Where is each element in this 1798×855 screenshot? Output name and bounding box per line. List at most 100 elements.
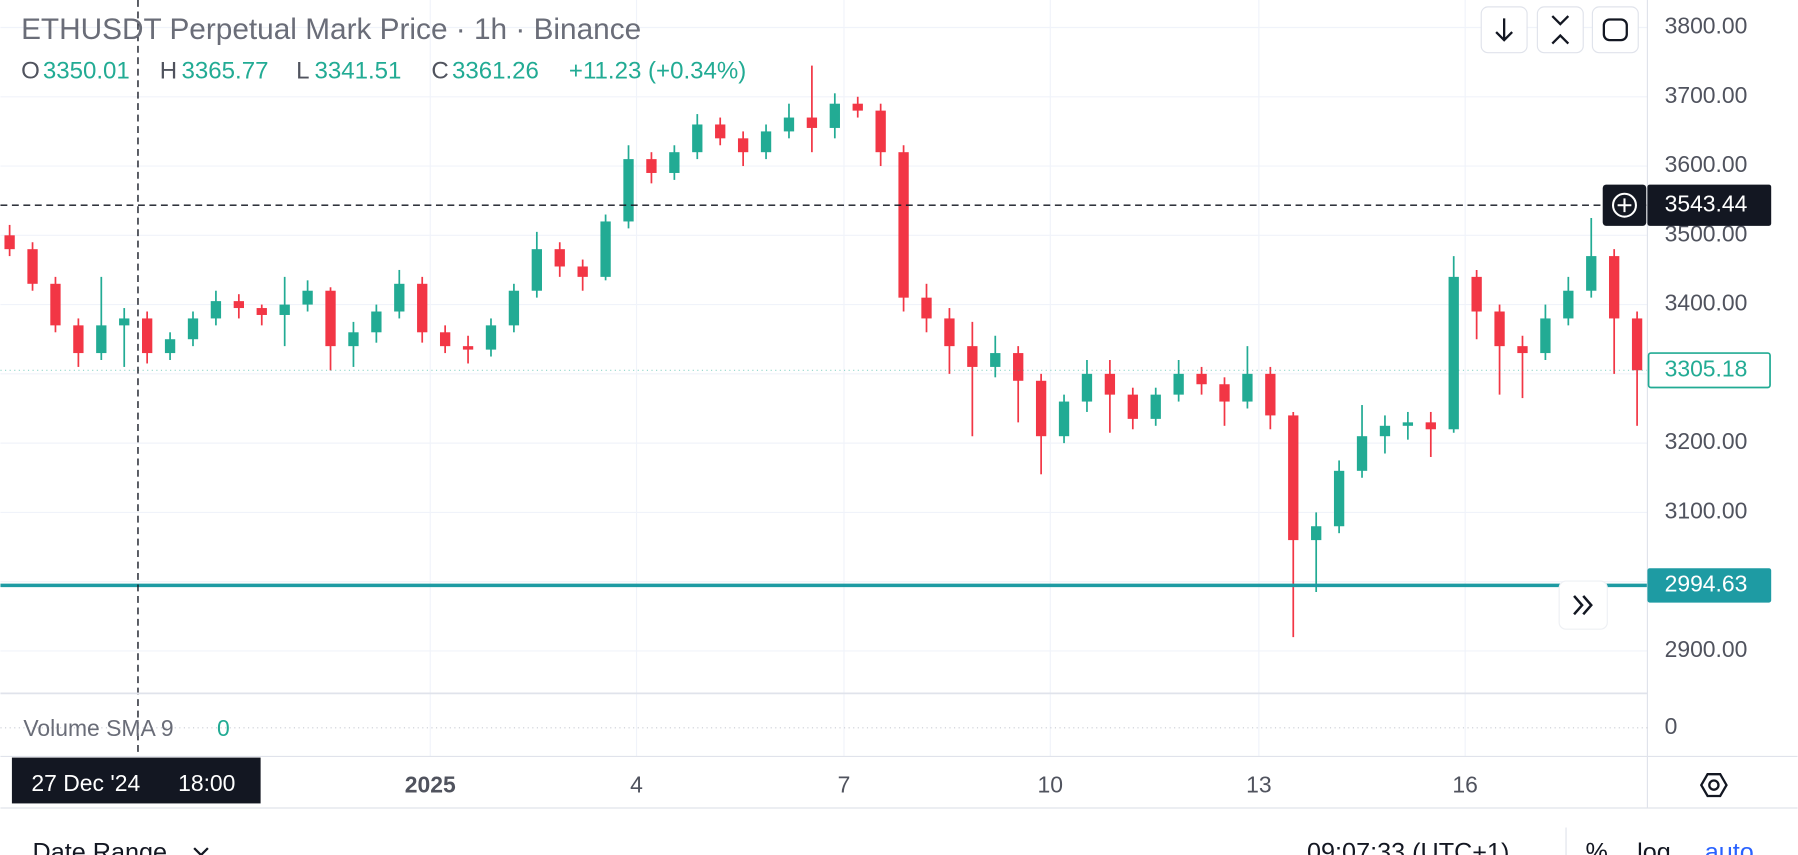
candle-body <box>348 332 359 347</box>
x-tick-label: 10 <box>1038 771 1063 797</box>
candle-body <box>1196 373 1207 385</box>
y-tick-label: 2900.00 <box>1665 636 1748 662</box>
candle-body <box>646 159 657 173</box>
legend-o-label: O <box>21 58 40 85</box>
candle-body <box>1127 394 1138 419</box>
x-tick-label: 7 <box>838 771 851 797</box>
scroll-to-realtime-button[interactable] <box>1558 580 1608 630</box>
candle-body <box>875 110 886 153</box>
candle-body <box>1448 276 1459 430</box>
candle-body <box>1058 401 1070 437</box>
legend-h-label: H <box>160 58 177 85</box>
candle-body <box>554 249 565 267</box>
candle-body <box>1471 276 1482 312</box>
candle-body <box>1540 318 1551 354</box>
y-tick-label: 3400.00 <box>1665 290 1748 316</box>
last-price-label: 3305.18 <box>1665 355 1748 381</box>
overlay <box>0 0 1648 757</box>
log-button[interactable]: log <box>1637 839 1671 855</box>
candle-body <box>1563 290 1574 319</box>
legend-change: +11.23 (+0.34%) <box>569 58 746 85</box>
volume-axis-label: 0 <box>1665 713 1678 739</box>
candle-body <box>1311 526 1322 541</box>
candle-body <box>302 290 313 305</box>
candle-body <box>439 332 451 347</box>
volume-indicator-value: 0 <box>217 715 230 741</box>
y-tick-label: 3600.00 <box>1665 151 1748 177</box>
candle-body <box>829 103 840 128</box>
candle-body <box>1173 373 1184 395</box>
candle-body <box>1333 470 1345 527</box>
candle-body <box>623 159 634 222</box>
fullscreen-button[interactable] <box>1591 6 1639 54</box>
horizontal-line-label-bg <box>1647 568 1772 603</box>
x-tick-label: 16 <box>1452 771 1477 797</box>
candle-body <box>485 325 497 350</box>
percent-button[interactable]: % <box>1586 839 1608 855</box>
candle-body <box>760 131 772 153</box>
candle-body <box>1631 318 1643 371</box>
y-tick-label: 3700.00 <box>1665 82 1748 108</box>
candle-body <box>187 318 199 340</box>
crosshair-date-label: 27 Dec '24 <box>31 770 140 796</box>
candle-body <box>4 235 15 250</box>
crosshair-price-bg <box>1647 184 1772 226</box>
x-tick-label: 4 <box>630 771 643 797</box>
candle-body <box>50 283 61 326</box>
candle-body <box>1150 394 1161 419</box>
candle-body <box>806 117 818 128</box>
date-range-button[interactable]: Date Range <box>33 839 168 855</box>
candle-body <box>1013 353 1024 381</box>
crosshair-plus-icon <box>1611 192 1637 218</box>
candle-body <box>73 325 84 354</box>
candle-body <box>141 318 153 354</box>
legend-l: 3341.51 <box>314 58 401 85</box>
candle-body <box>921 297 932 319</box>
candle-body <box>600 221 611 277</box>
candles <box>4 65 1643 638</box>
candle-body <box>27 249 38 284</box>
candle-body <box>1219 384 1230 402</box>
candle-body <box>692 124 703 153</box>
y-tick-label: 3200.00 <box>1665 428 1748 454</box>
collapse-button[interactable] <box>1536 6 1584 54</box>
candle-body <box>1402 422 1414 426</box>
candle-body <box>669 152 680 173</box>
candle-body <box>1425 422 1436 430</box>
volume-indicator-name: Volume SMA 9 <box>23 715 173 741</box>
candle-body <box>508 290 520 326</box>
legend-c: 3361.26 <box>452 58 539 85</box>
candle-body <box>96 325 107 354</box>
candle-body <box>210 301 222 319</box>
candle-body <box>1586 256 1597 291</box>
candle-body <box>462 346 474 350</box>
settings-icon[interactable] <box>1699 773 1728 798</box>
y-tick-label: 3800.00 <box>1665 13 1748 39</box>
candle-body <box>279 304 290 315</box>
candle-body <box>967 346 978 367</box>
horizontal-line-label: 2994.63 <box>1665 570 1748 596</box>
last-price-label-bg <box>1647 352 1771 389</box>
candle-body <box>1494 311 1505 347</box>
candle-body <box>990 353 1001 367</box>
candle-body <box>944 318 955 347</box>
candle-body <box>256 308 267 315</box>
legend-o: 3350.01 <box>43 58 130 85</box>
candle-body <box>1104 373 1116 395</box>
auto-button[interactable]: auto <box>1705 839 1754 855</box>
candle-body <box>325 290 336 347</box>
candle-body <box>1265 373 1276 416</box>
legend-h: 3365.77 <box>182 58 269 85</box>
scroll-down-button[interactable] <box>1480 6 1528 54</box>
candle-body <box>1288 415 1299 541</box>
candle-body <box>164 339 176 354</box>
candle-body <box>737 138 749 153</box>
candle-body <box>531 249 542 291</box>
candle-body <box>119 318 130 326</box>
candle-body <box>233 301 244 309</box>
settings-icon-center <box>1708 779 1720 791</box>
candle-body <box>1517 346 1528 354</box>
